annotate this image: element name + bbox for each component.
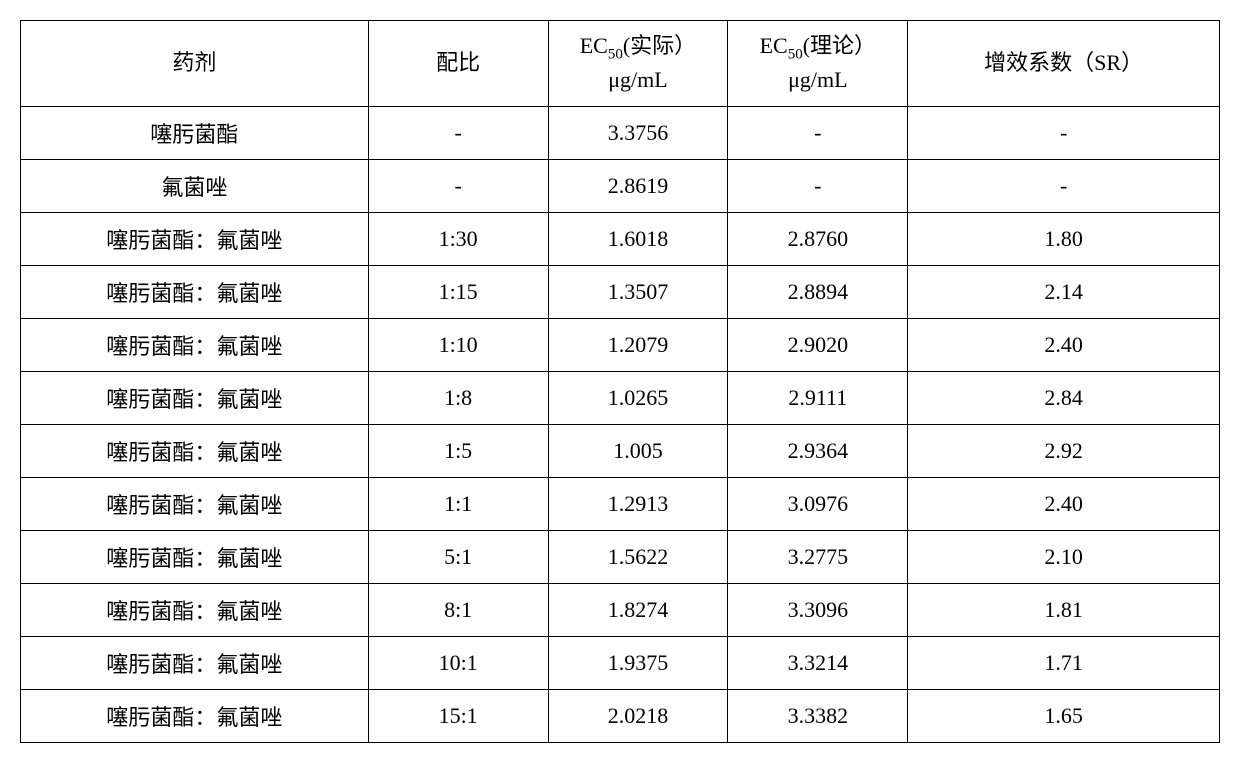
cell-agent: 噻肟菌酯：氟菌唑 xyxy=(21,584,369,637)
table-row: 噻肟菌酯：氟菌唑1:301.60182.87601.80 xyxy=(21,213,1220,266)
table-row: 噻肟菌酯：氟菌唑1:51.0052.93642.92 xyxy=(21,425,1220,478)
header-ec50-actual: EC50(实际）μg/mL xyxy=(548,21,728,107)
cell-ec50-theory: 2.9111 xyxy=(728,372,908,425)
cell-ratio: 15:1 xyxy=(368,690,548,743)
cell-ec50-theory: 2.9364 xyxy=(728,425,908,478)
cell-agent: 噻肟菌酯：氟菌唑 xyxy=(21,319,369,372)
cell-ec50-theory: 3.0976 xyxy=(728,478,908,531)
cell-ec50-actual: 1.8274 xyxy=(548,584,728,637)
cell-ec50-actual: 1.9375 xyxy=(548,637,728,690)
cell-ec50-theory: - xyxy=(728,107,908,160)
cell-sr: - xyxy=(908,107,1220,160)
table-row: 噻肟菌酯：氟菌唑10:11.93753.32141.71 xyxy=(21,637,1220,690)
table-header: 药剂 配比 EC50(实际）μg/mL EC50(理论）μg/mL 增效系数（S… xyxy=(21,21,1220,107)
cell-ec50-actual: 1.2079 xyxy=(548,319,728,372)
cell-agent: 噻肟菌酯：氟菌唑 xyxy=(21,478,369,531)
cell-ec50-theory: 3.3382 xyxy=(728,690,908,743)
header-agent: 药剂 xyxy=(21,21,369,107)
cell-ec50-actual: 1.6018 xyxy=(548,213,728,266)
cell-ratio: 1:1 xyxy=(368,478,548,531)
cell-ec50-actual: 1.005 xyxy=(548,425,728,478)
cell-ratio: 5:1 xyxy=(368,531,548,584)
cell-agent: 噻肟菌酯：氟菌唑 xyxy=(21,213,369,266)
header-sr: 增效系数（SR） xyxy=(908,21,1220,107)
synergy-data-table: 药剂 配比 EC50(实际）μg/mL EC50(理论）μg/mL 增效系数（S… xyxy=(20,20,1220,743)
cell-ec50-actual: 1.2913 xyxy=(548,478,728,531)
table-row: 氟菌唑-2.8619-- xyxy=(21,160,1220,213)
cell-ratio: 1:5 xyxy=(368,425,548,478)
header-ec50-theory: EC50(理论）μg/mL xyxy=(728,21,908,107)
cell-ec50-theory: 3.3214 xyxy=(728,637,908,690)
cell-ratio: 1:8 xyxy=(368,372,548,425)
cell-sr: 2.14 xyxy=(908,266,1220,319)
cell-ec50-theory: - xyxy=(728,160,908,213)
cell-sr: 2.92 xyxy=(908,425,1220,478)
cell-agent: 噻肟菌酯：氟菌唑 xyxy=(21,425,369,478)
cell-sr: 1.65 xyxy=(908,690,1220,743)
cell-sr: 2.84 xyxy=(908,372,1220,425)
cell-agent: 噻肟菌酯 xyxy=(21,107,369,160)
header-row: 药剂 配比 EC50(实际）μg/mL EC50(理论）μg/mL 增效系数（S… xyxy=(21,21,1220,107)
cell-sr: 1.80 xyxy=(908,213,1220,266)
cell-sr: 2.10 xyxy=(908,531,1220,584)
table-row: 噻肟菌酯-3.3756-- xyxy=(21,107,1220,160)
cell-agent: 噻肟菌酯：氟菌唑 xyxy=(21,637,369,690)
cell-ratio: 1:30 xyxy=(368,213,548,266)
cell-ec50-actual: 2.0218 xyxy=(548,690,728,743)
cell-ec50-theory: 2.9020 xyxy=(728,319,908,372)
cell-ratio: 10:1 xyxy=(368,637,548,690)
cell-agent: 氟菌唑 xyxy=(21,160,369,213)
header-ratio: 配比 xyxy=(368,21,548,107)
cell-sr: 1.71 xyxy=(908,637,1220,690)
cell-ratio: - xyxy=(368,160,548,213)
table-row: 噻肟菌酯：氟菌唑1:101.20792.90202.40 xyxy=(21,319,1220,372)
cell-agent: 噻肟菌酯：氟菌唑 xyxy=(21,531,369,584)
table-body: 噻肟菌酯-3.3756--氟菌唑-2.8619--噻肟菌酯：氟菌唑1:301.6… xyxy=(21,107,1220,743)
cell-ec50-actual: 1.0265 xyxy=(548,372,728,425)
cell-ec50-actual: 2.8619 xyxy=(548,160,728,213)
cell-ratio: 1:15 xyxy=(368,266,548,319)
cell-sr: 1.81 xyxy=(908,584,1220,637)
cell-ec50-actual: 3.3756 xyxy=(548,107,728,160)
cell-agent: 噻肟菌酯：氟菌唑 xyxy=(21,266,369,319)
cell-ec50-actual: 1.3507 xyxy=(548,266,728,319)
table-row: 噻肟菌酯：氟菌唑1:81.02652.91112.84 xyxy=(21,372,1220,425)
cell-ratio: 8:1 xyxy=(368,584,548,637)
cell-ec50-theory: 2.8760 xyxy=(728,213,908,266)
cell-agent: 噻肟菌酯：氟菌唑 xyxy=(21,690,369,743)
table-row: 噻肟菌酯：氟菌唑15:12.02183.33821.65 xyxy=(21,690,1220,743)
cell-sr: 2.40 xyxy=(908,478,1220,531)
cell-ec50-theory: 3.2775 xyxy=(728,531,908,584)
cell-agent: 噻肟菌酯：氟菌唑 xyxy=(21,372,369,425)
table-row: 噻肟菌酯：氟菌唑5:11.56223.27752.10 xyxy=(21,531,1220,584)
cell-ratio: - xyxy=(368,107,548,160)
data-table-container: 药剂 配比 EC50(实际）μg/mL EC50(理论）μg/mL 增效系数（S… xyxy=(20,20,1220,743)
table-row: 噻肟菌酯：氟菌唑8:11.82743.30961.81 xyxy=(21,584,1220,637)
cell-ec50-theory: 3.3096 xyxy=(728,584,908,637)
table-row: 噻肟菌酯：氟菌唑1:11.29133.09762.40 xyxy=(21,478,1220,531)
table-row: 噻肟菌酯：氟菌唑1:151.35072.88942.14 xyxy=(21,266,1220,319)
cell-ec50-theory: 2.8894 xyxy=(728,266,908,319)
cell-sr: - xyxy=(908,160,1220,213)
cell-ratio: 1:10 xyxy=(368,319,548,372)
cell-sr: 2.40 xyxy=(908,319,1220,372)
cell-ec50-actual: 1.5622 xyxy=(548,531,728,584)
